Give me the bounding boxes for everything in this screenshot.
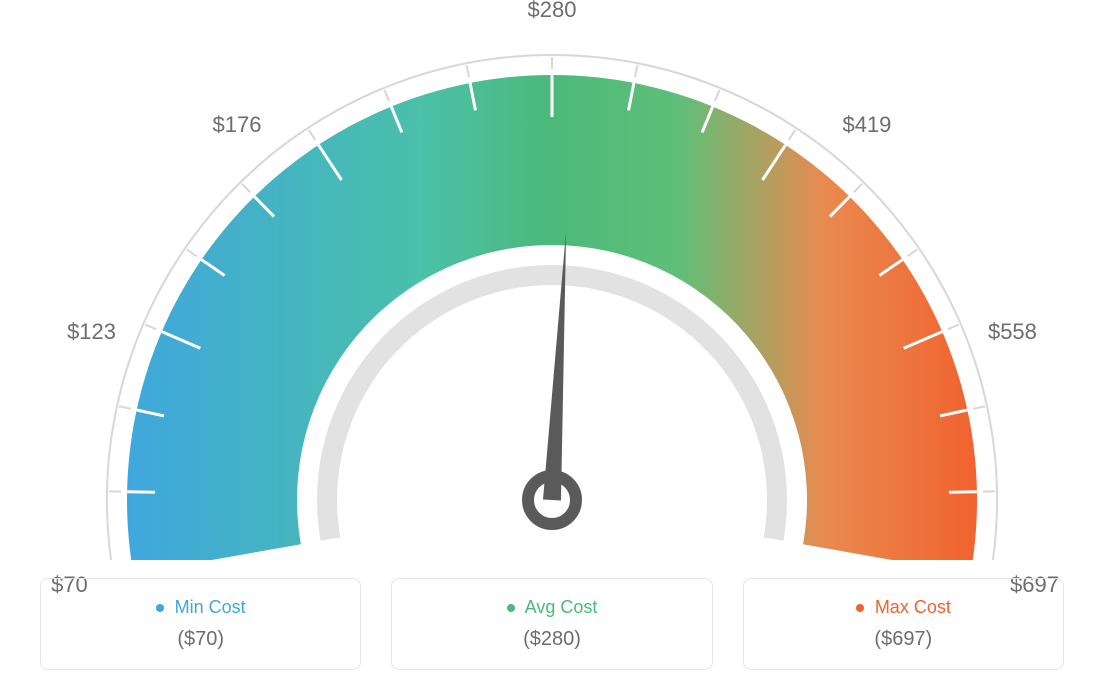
legend-label-max-text: Max Cost	[875, 597, 951, 617]
gauge-tick-label: $123	[67, 319, 116, 345]
legend-box-max: Max Cost ($697)	[743, 578, 1064, 670]
legend-label-min-text: Min Cost	[175, 597, 246, 617]
legend-label-max: Max Cost	[754, 597, 1053, 618]
cost-gauge-chart: $70$123$176$280$419$558$697 Min Cost ($7…	[0, 0, 1104, 690]
legend-box-avg: Avg Cost ($280)	[391, 578, 712, 670]
legend-value-min: ($70)	[51, 628, 350, 651]
gauge-tick-label: $280	[528, 0, 577, 23]
legend-value-max: ($697)	[754, 628, 1053, 651]
gauge-area: $70$123$176$280$419$558$697	[0, 0, 1104, 560]
legend-row: Min Cost ($70) Avg Cost ($280) Max Cost …	[40, 578, 1064, 670]
legend-dot-min	[156, 604, 164, 612]
legend-box-min: Min Cost ($70)	[40, 578, 361, 670]
legend-label-min: Min Cost	[51, 597, 350, 618]
legend-value-avg: ($280)	[402, 628, 701, 651]
legend-label-avg-text: Avg Cost	[525, 597, 598, 617]
gauge-tick-label: $558	[988, 319, 1037, 345]
legend-label-avg: Avg Cost	[402, 597, 701, 618]
legend-dot-max	[856, 604, 864, 612]
gauge-svg	[0, 0, 1104, 560]
legend-dot-avg	[507, 604, 515, 612]
gauge-tick-label: $419	[842, 112, 891, 138]
gauge-tick-label: $176	[213, 112, 262, 138]
